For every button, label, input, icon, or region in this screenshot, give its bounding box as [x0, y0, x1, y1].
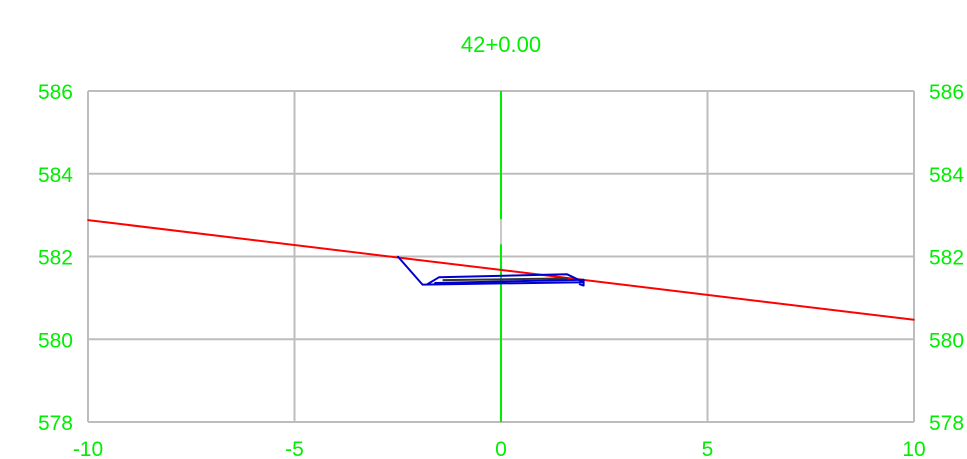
y-tick-label-left-1: 580	[38, 329, 73, 352]
y-tick-label-left-2: 582	[38, 247, 73, 270]
series-0-point-0	[87, 219, 89, 221]
series-2-point-0	[434, 282, 436, 284]
chart-title: 42+0.00	[461, 32, 541, 57]
series-0-point-1	[913, 319, 915, 321]
y-tick-label-left-4: 586	[38, 81, 73, 104]
series-1-point-0	[396, 255, 399, 258]
y-tick-label-right-1: 580	[929, 329, 964, 352]
y-tick-label-left-0: 578	[38, 412, 73, 435]
series-1-point-3	[566, 273, 568, 276]
series-2-point-2	[582, 284, 585, 287]
series-group	[87, 219, 915, 321]
series-3-point-1	[566, 277, 568, 280]
series-line-2	[434, 278, 585, 287]
series-line-1	[397, 255, 585, 286]
y-tick-label-right-3: 584	[929, 164, 964, 187]
series-line-3	[443, 277, 568, 282]
grid-lines	[87, 90, 915, 423]
series-1-point-4	[438, 276, 440, 278]
series-2-point-3	[578, 283, 581, 286]
x-tick-label-3: 5	[702, 438, 714, 459]
x-tick-label-0: -10	[73, 438, 103, 459]
series-1-point-1	[421, 283, 424, 286]
x-tick-label-1: -5	[285, 438, 304, 459]
series-1-point-5	[425, 283, 428, 286]
series-line-0	[87, 219, 915, 321]
y-tick-label-right-4: 586	[929, 81, 964, 104]
series-2-point-1	[582, 278, 585, 281]
series-3-point-0	[442, 279, 444, 281]
y-tick-label-right-0: 578	[929, 412, 964, 435]
y-tick-label-left-3: 584	[38, 164, 73, 187]
x-tick-label-4: 10	[902, 438, 925, 459]
x-tick-label-2: 0	[495, 438, 507, 459]
y-tick-label-right-2: 582	[929, 247, 964, 270]
